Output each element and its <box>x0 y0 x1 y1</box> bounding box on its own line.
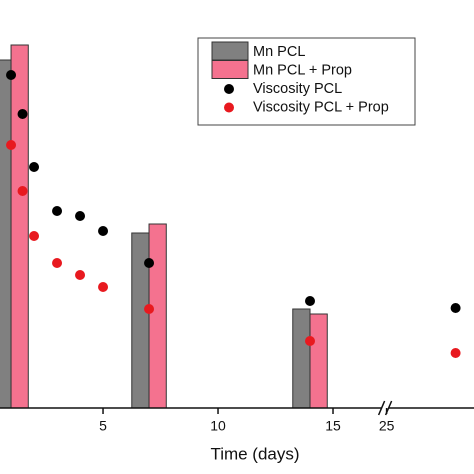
point <box>75 270 86 280</box>
legend-swatch <box>224 102 234 113</box>
bar <box>10 44 29 409</box>
point <box>52 258 63 268</box>
legend-swatch <box>211 41 249 61</box>
legend-swatch <box>224 84 234 94</box>
point <box>450 303 461 313</box>
x-tick-label: 15 <box>325 418 341 434</box>
point <box>98 226 109 236</box>
point <box>75 211 86 221</box>
point <box>29 162 40 172</box>
point <box>144 258 155 268</box>
bar <box>148 223 167 409</box>
point <box>6 140 17 150</box>
point <box>17 109 28 119</box>
legend-swatch <box>211 60 249 79</box>
legend-label: Viscosity PCL + Prop <box>253 99 389 115</box>
x-tick-label: 10 <box>210 418 226 434</box>
bar <box>292 308 311 409</box>
point <box>305 336 316 346</box>
legend-label: Viscosity PCL <box>253 81 342 97</box>
point <box>6 70 17 80</box>
point <box>52 206 63 216</box>
legend-label: Mn PCL <box>253 44 305 60</box>
point <box>98 282 109 292</box>
bar <box>0 59 12 409</box>
legend-label: Mn PCL + Prop <box>253 62 352 78</box>
point <box>305 296 316 306</box>
x-tick-label: 5 <box>99 418 107 434</box>
x-tick-label: 25 <box>379 418 395 434</box>
x-axis-title: Time (days) <box>210 444 299 463</box>
bar <box>309 313 328 409</box>
point <box>144 304 155 314</box>
point <box>450 348 461 358</box>
point <box>17 186 28 196</box>
legend: Mn PCL Mn PCL + Prop Viscosity PCL Viscosit… <box>197 37 416 126</box>
axis-break <box>377 400 386 416</box>
point <box>29 231 40 241</box>
